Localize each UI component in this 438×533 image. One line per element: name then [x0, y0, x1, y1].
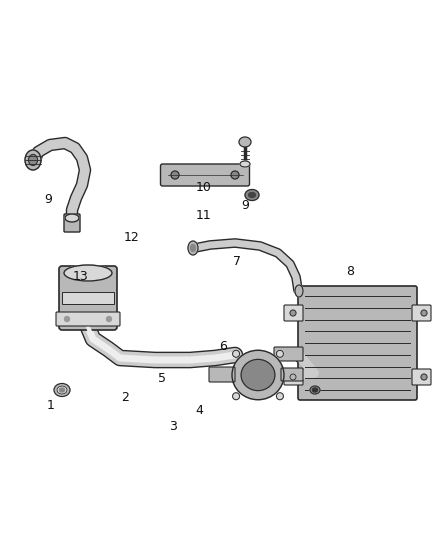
Ellipse shape: [421, 310, 427, 316]
Text: 12: 12: [124, 231, 139, 244]
Ellipse shape: [231, 171, 239, 179]
Text: 10: 10: [196, 181, 212, 194]
Ellipse shape: [171, 171, 179, 179]
Text: 9: 9: [44, 193, 52, 206]
Ellipse shape: [290, 310, 296, 316]
Ellipse shape: [232, 350, 284, 400]
FancyBboxPatch shape: [412, 305, 431, 321]
FancyBboxPatch shape: [284, 369, 303, 385]
Ellipse shape: [65, 214, 79, 222]
Ellipse shape: [188, 241, 198, 255]
Text: 4: 4: [195, 404, 203, 417]
Ellipse shape: [310, 386, 320, 394]
Ellipse shape: [241, 359, 275, 391]
Text: 5: 5: [158, 372, 166, 385]
Ellipse shape: [295, 285, 303, 297]
Text: 13: 13: [73, 270, 89, 282]
Ellipse shape: [64, 317, 70, 321]
Ellipse shape: [233, 393, 240, 400]
Ellipse shape: [25, 150, 41, 170]
FancyBboxPatch shape: [56, 312, 120, 326]
FancyBboxPatch shape: [64, 214, 80, 232]
Text: 11: 11: [196, 209, 212, 222]
Ellipse shape: [290, 374, 296, 380]
Ellipse shape: [57, 386, 67, 394]
Text: 2: 2: [121, 391, 129, 403]
Ellipse shape: [28, 155, 38, 166]
Ellipse shape: [276, 350, 283, 357]
Ellipse shape: [64, 265, 112, 281]
FancyBboxPatch shape: [62, 292, 114, 304]
FancyBboxPatch shape: [274, 347, 303, 361]
FancyBboxPatch shape: [209, 367, 235, 382]
Ellipse shape: [106, 317, 112, 321]
FancyBboxPatch shape: [281, 368, 303, 381]
Ellipse shape: [245, 190, 259, 200]
Ellipse shape: [312, 388, 318, 392]
Text: 1: 1: [46, 399, 54, 411]
Text: 8: 8: [346, 265, 354, 278]
Ellipse shape: [248, 192, 255, 198]
Ellipse shape: [191, 245, 195, 252]
Ellipse shape: [421, 374, 427, 380]
Ellipse shape: [239, 137, 251, 147]
Text: 9: 9: [241, 199, 249, 212]
Ellipse shape: [240, 161, 250, 167]
Ellipse shape: [54, 384, 70, 397]
Text: 3: 3: [169, 420, 177, 433]
Text: 7: 7: [233, 255, 240, 268]
FancyBboxPatch shape: [59, 266, 117, 330]
FancyBboxPatch shape: [412, 369, 431, 385]
FancyBboxPatch shape: [298, 286, 417, 400]
Ellipse shape: [233, 350, 240, 357]
Ellipse shape: [276, 393, 283, 400]
Ellipse shape: [60, 388, 64, 392]
Text: 6: 6: [219, 340, 227, 353]
FancyBboxPatch shape: [160, 164, 250, 186]
FancyBboxPatch shape: [284, 305, 303, 321]
